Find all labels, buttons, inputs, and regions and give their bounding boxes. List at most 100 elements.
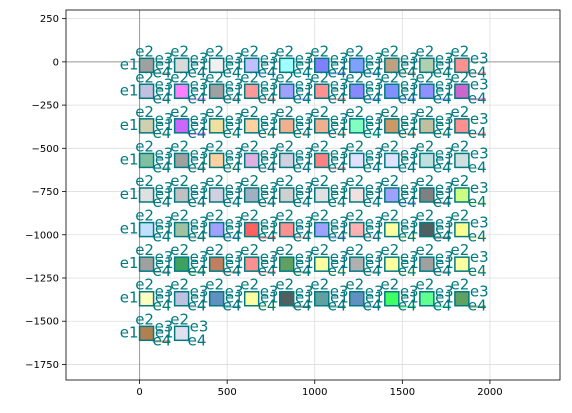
node-label-e2: e2 (310, 137, 329, 155)
edge-endpoint (236, 71, 241, 76)
node-marker (454, 118, 470, 134)
node-marker (384, 57, 400, 74)
node-label-e1: e1 (190, 289, 209, 307)
node-label-e2: e2 (451, 172, 470, 190)
node-label-e4: e4 (223, 158, 242, 176)
node-label-e2: e2 (380, 42, 399, 60)
edge-endpoint (376, 97, 381, 102)
node-label-e1: e1 (120, 323, 139, 341)
node-marker (454, 187, 470, 203)
node-label-e4: e4 (258, 193, 277, 211)
node-label-e1: e1 (260, 254, 279, 272)
node-label-e4: e4 (433, 297, 452, 315)
node-label-e3: e3 (400, 49, 419, 67)
edge-endpoint (412, 304, 416, 309)
edge-endpoint (166, 270, 171, 274)
node-label-e2: e2 (135, 68, 154, 86)
node-marker (243, 118, 260, 134)
node-label-e3: e3 (295, 179, 314, 197)
node-label-e4: e4 (293, 228, 312, 246)
node-label-e3: e3 (365, 49, 384, 67)
node-label-e4: e4 (188, 193, 207, 211)
node-marker (278, 83, 295, 100)
node-marker (243, 57, 260, 74)
edge-endpoint (341, 71, 346, 76)
node-label-e1: e1 (400, 81, 419, 99)
node-marker (138, 187, 155, 203)
edge-endpoint (482, 132, 486, 136)
node-label-e1: e1 (155, 150, 174, 168)
node-label-e1: e1 (120, 220, 139, 238)
node-label-e2: e2 (135, 137, 154, 155)
node-label-e2: e2 (451, 207, 470, 225)
edge-endpoint (306, 97, 311, 102)
node-label-e1: e1 (225, 81, 244, 99)
edge-endpoint (236, 97, 241, 102)
node-marker (384, 256, 400, 272)
node-label-e1: e1 (400, 289, 419, 307)
node-label-e2: e2 (170, 42, 189, 60)
node-label-e4: e4 (433, 158, 452, 176)
node-marker (208, 118, 225, 134)
node-label-e1: e1 (120, 185, 139, 203)
node-label-e2: e2 (380, 103, 399, 121)
node-marker (454, 152, 470, 169)
node-label-e2: e2 (240, 276, 259, 294)
node-label-e4: e4 (363, 124, 382, 142)
node-label-e4: e4 (188, 228, 207, 246)
node-marker (173, 118, 190, 134)
node-label-e1: e1 (435, 116, 454, 134)
node-label-e1: e1 (225, 150, 244, 168)
node-label-e1: e1 (435, 81, 454, 99)
node-label-e4: e4 (153, 124, 172, 142)
node-label-e3: e3 (225, 214, 244, 232)
node-label-e4: e4 (223, 89, 242, 107)
node-label-e4: e4 (293, 124, 312, 142)
node-marker (278, 256, 295, 272)
edge-endpoint (271, 166, 276, 171)
node-label-e2: e2 (170, 68, 189, 86)
node-marker (419, 118, 435, 134)
node-label-e1: e1 (120, 254, 139, 272)
node-label-e1: e1 (260, 116, 279, 134)
node-label-e1: e1 (190, 55, 209, 73)
x-tick-label: 500 (218, 387, 237, 398)
node-label-e3: e3 (260, 110, 279, 128)
node-label-e3: e3 (330, 179, 349, 197)
node-label-e3: e3 (155, 248, 174, 266)
node-label-e2: e2 (170, 310, 189, 328)
node-marker (384, 221, 400, 238)
node-label-e3: e3 (225, 110, 244, 128)
node-label-e2: e2 (380, 137, 399, 155)
edge-endpoint (201, 339, 206, 344)
node-label-e4: e4 (188, 89, 207, 107)
edge-endpoint (306, 235, 311, 240)
node-label-e2: e2 (415, 207, 434, 225)
node-label-e1: e1 (295, 185, 314, 203)
node-label-e3: e3 (260, 49, 279, 67)
node-label-e3: e3 (330, 144, 349, 162)
edge-endpoint (376, 132, 381, 136)
node-marker (208, 152, 225, 169)
node-label-e1: e1 (400, 150, 419, 168)
node-label-e2: e2 (170, 207, 189, 225)
node-marker (243, 221, 260, 238)
node-label-e4: e4 (258, 63, 277, 81)
node-marker (208, 221, 225, 238)
node-marker (454, 290, 470, 307)
node-label-e2: e2 (380, 276, 399, 294)
edge-endpoint (271, 132, 276, 136)
edge-endpoint (236, 201, 241, 205)
node-label-e2: e2 (205, 241, 224, 259)
node-label-e3: e3 (365, 110, 384, 128)
node-label-e4: e4 (398, 193, 417, 211)
node-label-e4: e4 (223, 297, 242, 315)
node-label-e2: e2 (135, 241, 154, 259)
node-label-e3: e3 (365, 179, 384, 197)
node-marker (349, 256, 365, 272)
node-label-e3: e3 (260, 144, 279, 162)
node-marker (278, 290, 295, 307)
node-label-e2: e2 (135, 42, 154, 60)
edge-endpoint (482, 71, 486, 76)
node-label-e4: e4 (258, 158, 277, 176)
